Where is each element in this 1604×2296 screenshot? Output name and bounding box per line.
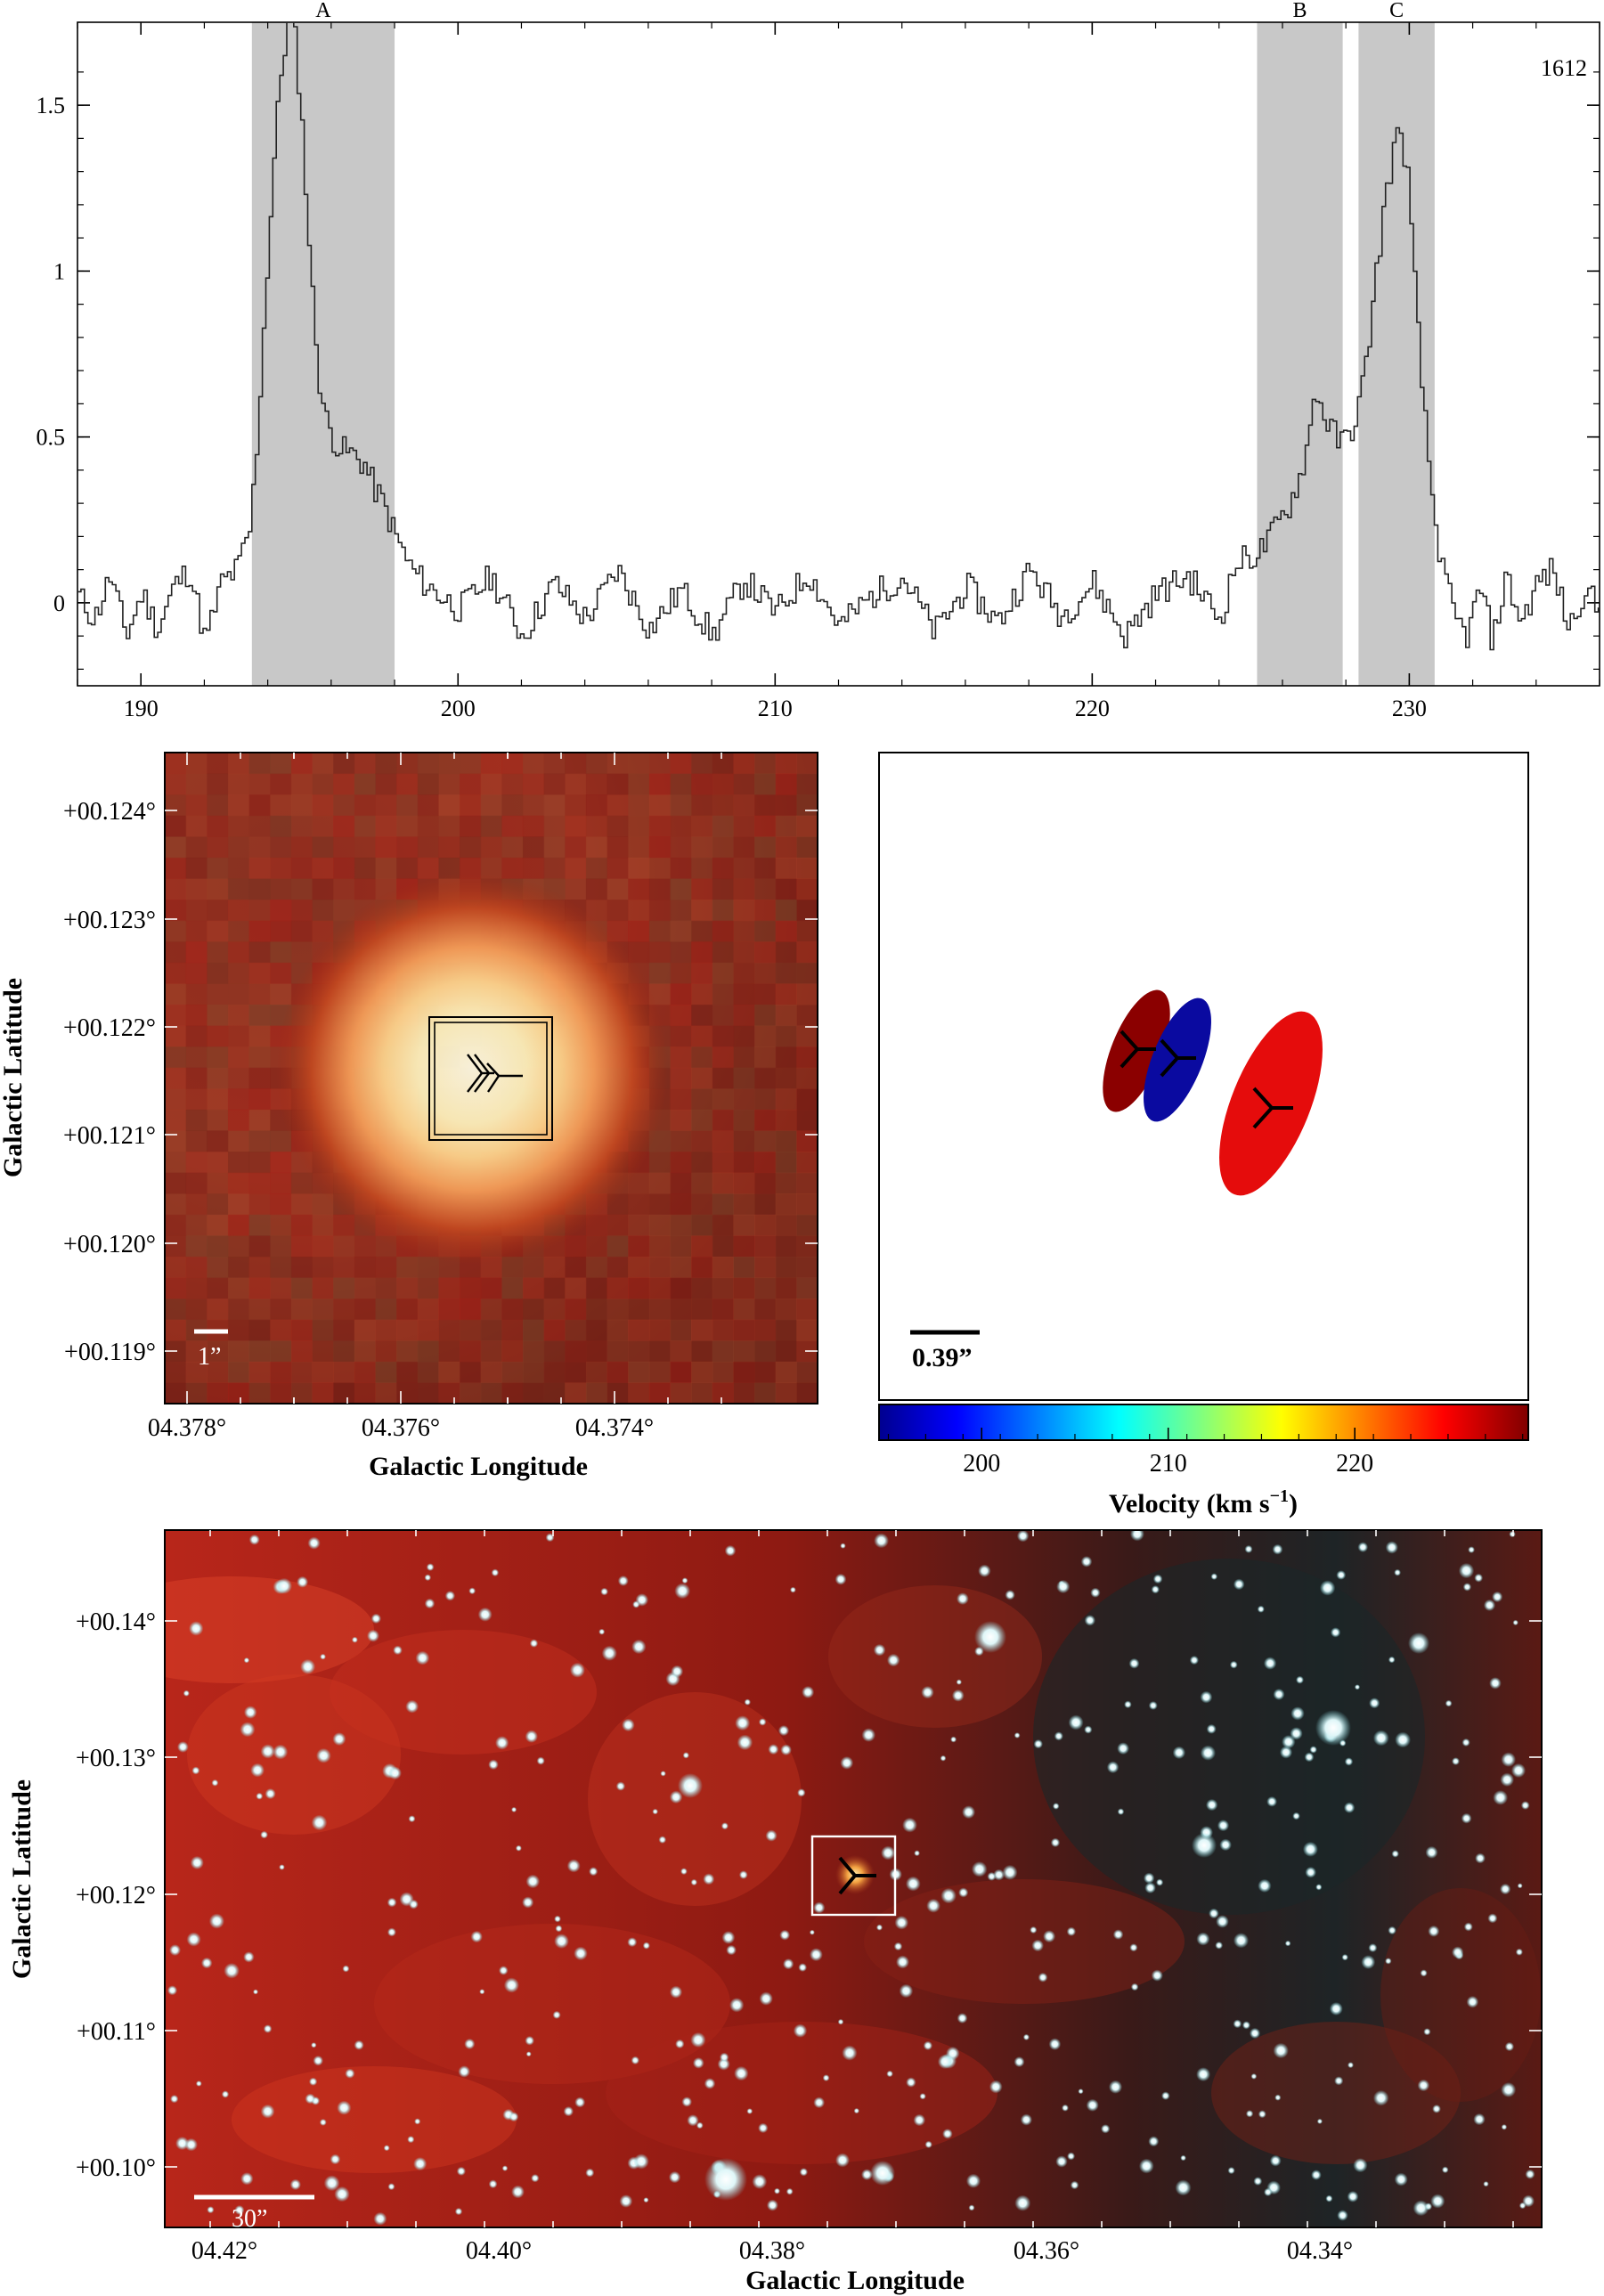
svg-text:30”: 30” — [232, 2205, 267, 2233]
zoom-axis-ticks — [165, 753, 818, 1404]
maser-position-icon — [467, 1054, 523, 1093]
field-x-tick-label: 04.40° — [466, 2237, 532, 2265]
field-x-tick-label: 04.42° — [191, 2237, 257, 2265]
spectrum-panel: A B C 190 200 210 220 230 0 0.5 1 1.5 1612 — [37, 0, 1600, 721]
field-y-tick-label: +00.13° — [76, 1745, 156, 1772]
colorbar-label: Velocity (km s−1) — [1109, 1486, 1298, 1518]
zoom-y-tick-label: +00.124° — [63, 798, 156, 826]
field-x-tick-labels: 04.42° 04.40° 04.38° 04.36° 04.34° — [191, 2237, 1353, 2265]
zoom-x-tick-labels: 04.378° 04.376° 04.374° — [148, 1414, 654, 1442]
zoom-y-tick-label: +00.121° — [63, 1122, 156, 1150]
zoom-y-tick-label: +00.123° — [63, 907, 156, 934]
field-x-axis-label: Galactic Longitude — [745, 2266, 965, 2295]
colorbar-tick-label: 210 — [1150, 1450, 1187, 1478]
x-tick-label: 190 — [124, 696, 159, 721]
zoom-x-axis-label: Galactic Longitude — [369, 1452, 588, 1481]
zoom-x-tick-label: 04.378° — [148, 1414, 226, 1442]
field-image-panel: 30” 04.42° 04.40° 04.38° 04.36° 04.34° +00.1… — [7, 1529, 1543, 2295]
velocity-regions: A B C — [251, 0, 1435, 686]
transition-label: 1612 — [1541, 55, 1587, 81]
shaded-region-a — [251, 22, 395, 686]
field-y-tick-label: +00.10° — [76, 2154, 156, 2182]
region-label-b: B — [1293, 0, 1307, 22]
spot-markers — [1120, 1030, 1293, 1129]
zoom-x-tick-label: 04.376° — [362, 1414, 440, 1442]
field-image — [165, 1530, 1542, 2227]
scale-bar-field: 30” — [194, 2194, 314, 2233]
svg-text:1”: 1” — [198, 1343, 221, 1371]
spot-component-c — [1219, 1011, 1323, 1196]
y-axis-ticks: 0 0.5 1 1.5 — [37, 71, 1600, 670]
zoom-image-panel: 1” 04.378° 04.376° 04.374° +00.124° +00.123… — [0, 752, 818, 1481]
zoom-region-box — [810, 1835, 897, 1917]
x-axis-ticks: 190 200 210 220 230 — [77, 22, 1600, 721]
region-box-outer — [428, 1016, 553, 1141]
maser-position-icon-field — [838, 1856, 876, 1895]
x-tick-label: 220 — [1075, 696, 1110, 721]
field-frame — [164, 1529, 1543, 2228]
field-x-tick-label: 04.34° — [1287, 2237, 1353, 2265]
field-x-tick-label: 04.38° — [739, 2237, 805, 2265]
y-tick-label: 1.5 — [37, 93, 66, 118]
spots-frame — [878, 752, 1529, 1401]
zoom-y-tick-labels: +00.124° +00.123° +00.122° +00.121° +00.120°… — [63, 798, 156, 1366]
colorbar-tick-label: 220 — [1336, 1450, 1373, 1478]
region-label-a: A — [315, 0, 331, 22]
shaded-region-b — [1257, 22, 1343, 686]
y-tick-label: 1 — [53, 258, 65, 284]
field-y-tick-label: +00.14° — [76, 1608, 156, 1636]
zoom-x-tick-label: 04.374° — [575, 1414, 654, 1442]
zoom-image — [165, 753, 818, 1404]
field-x-tick-label: 04.36° — [1014, 2237, 1079, 2265]
zoom-y-tick-label: +00.122° — [63, 1014, 156, 1042]
region-label-c: C — [1389, 0, 1404, 22]
shaded-region-c — [1358, 22, 1435, 686]
scale-bar-spots: 0.39” — [910, 1330, 980, 1372]
field-y-tick-label: +00.11° — [77, 2018, 156, 2046]
velocity-colorbar — [878, 1404, 1529, 1441]
field-axis-ticks — [165, 1530, 1542, 2227]
field-y-tick-label: +00.12° — [76, 1882, 156, 1909]
y-tick-label: 0 — [53, 590, 65, 616]
x-tick-label: 210 — [758, 696, 793, 721]
region-box-inner — [434, 1022, 548, 1136]
zoom-frame — [164, 752, 818, 1404]
field-y-tick-labels: +00.14° +00.13° +00.12° +00.11° +00.10° — [76, 1608, 156, 2182]
spectrum-line — [77, 21, 1600, 651]
x-tick-label: 230 — [1392, 696, 1427, 721]
colorbar-tick-label: 200 — [963, 1450, 1000, 1478]
x-tick-label: 200 — [441, 696, 476, 721]
scale-bar-zoom: 1” — [194, 1329, 228, 1371]
svg-text:0.39”: 0.39” — [912, 1343, 973, 1372]
zoom-y-axis-label: Galactic Latitude — [0, 978, 28, 1177]
zoom-y-tick-label: +00.120° — [63, 1231, 156, 1258]
maser-spots-panel: 0.39” 200 210 220 Velocity (km s−1) — [878, 752, 1529, 1518]
colorbar-ticks: 200 210 220 — [887, 1428, 1524, 1478]
y-tick-label: 0.5 — [37, 425, 66, 451]
field-y-axis-label: Galactic Latitude — [7, 1779, 37, 1979]
zoom-y-tick-label: +00.119° — [64, 1339, 156, 1366]
